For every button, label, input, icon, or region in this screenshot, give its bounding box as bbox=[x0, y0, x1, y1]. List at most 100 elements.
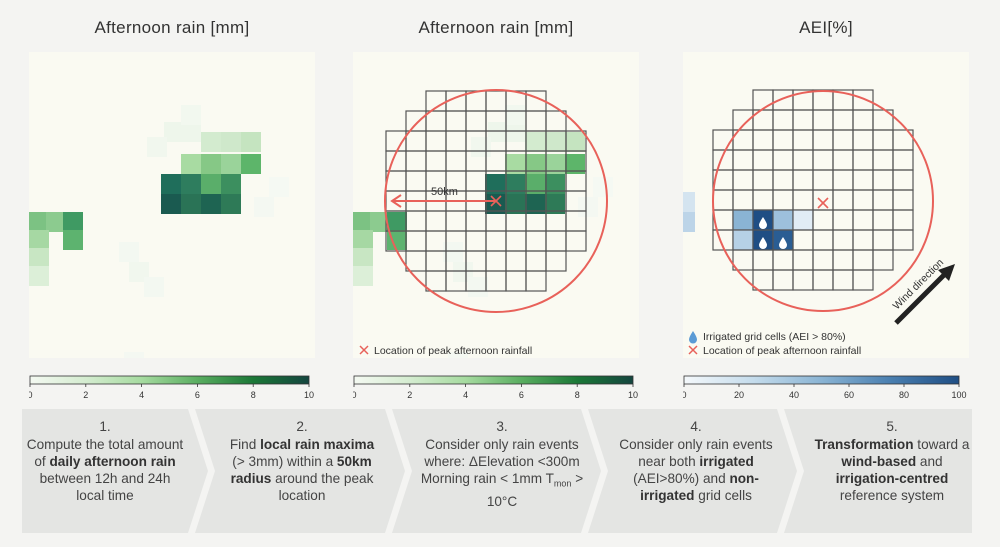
rain-cell bbox=[370, 212, 390, 232]
rain-cell bbox=[63, 212, 83, 232]
rain-cell bbox=[29, 212, 49, 232]
step-1-text: 1. Compute the total amount of daily afte… bbox=[25, 418, 185, 504]
step-text-part: around the peak location bbox=[271, 471, 374, 503]
step-text-part: reference system bbox=[839, 488, 945, 503]
rain-cell bbox=[63, 230, 83, 250]
colorbar-tick-label: 10 bbox=[628, 390, 638, 400]
rain-cell bbox=[578, 197, 598, 217]
peak-legend-marker bbox=[688, 345, 698, 355]
colorbar-tick-label: 0 bbox=[683, 390, 687, 400]
grid-cell bbox=[545, 250, 567, 272]
rain-colorbar-gradient bbox=[29, 375, 310, 385]
step-highlight: daily afternoon rain bbox=[49, 454, 176, 469]
colorbar-tick-label: 8 bbox=[251, 390, 256, 400]
analysis-grid bbox=[385, 90, 587, 292]
rain-cell bbox=[46, 212, 66, 232]
colorbar-tick-label: 4 bbox=[463, 390, 468, 400]
rain-cell bbox=[505, 194, 525, 214]
rain-colorbar: 0 2 4 6 8 10 bbox=[29, 375, 314, 400]
wind-direction-arrow bbox=[894, 264, 955, 325]
rain-cell bbox=[488, 122, 508, 142]
rain-cell bbox=[353, 230, 373, 250]
rain-cell bbox=[387, 212, 407, 232]
process-steps bbox=[22, 409, 972, 533]
rain-cell bbox=[525, 132, 545, 152]
rain-cell bbox=[201, 154, 221, 174]
rain-cell bbox=[468, 277, 488, 297]
rain-cell bbox=[353, 266, 373, 286]
grid-cell bbox=[565, 230, 587, 252]
step-2-text: 2. Find local rain maxima (> 3mm) within … bbox=[222, 418, 382, 504]
rain-cell bbox=[505, 174, 525, 194]
rain-cells bbox=[353, 105, 613, 358]
grid-cell bbox=[772, 209, 794, 231]
step-highlight: irrigated bbox=[699, 454, 754, 469]
rain-cell bbox=[545, 174, 565, 194]
step-text-part: grid cells bbox=[694, 488, 752, 503]
rain-cell bbox=[353, 248, 373, 268]
step-highlight: non-irrigated bbox=[640, 471, 759, 503]
rain-cell bbox=[269, 177, 289, 197]
peak-legend-label: Location of peak afternoon rainfall bbox=[703, 345, 861, 357]
step-3-text: 3. Consider only rain events where: ΔElev… bbox=[418, 418, 586, 510]
colorbar-tick-label: 60 bbox=[844, 390, 854, 400]
step-highlight: Transformation bbox=[814, 437, 914, 452]
rain-map-panel bbox=[29, 52, 315, 358]
rain-cell bbox=[545, 154, 565, 174]
colorbar-tick-label: 100 bbox=[951, 390, 966, 400]
drop-legend-icon bbox=[689, 331, 697, 344]
rain-grid-panel: 50km Location of peak afternoon rainfall bbox=[353, 52, 639, 358]
aei-colorbar: 0 20 40 60 80 100 bbox=[683, 375, 967, 400]
rain-cell bbox=[161, 194, 181, 214]
aei-map-panel: Wind direction Irrigated grid cells (AEI… bbox=[683, 52, 969, 358]
grid-cell bbox=[852, 269, 874, 291]
step-text-part: Consider only rain events where: bbox=[424, 437, 579, 469]
step-text-part: Find bbox=[229, 437, 261, 452]
panel-title-afternoon-rain: Afternoon rain [mm] bbox=[94, 18, 250, 37]
rain-colorbar-gradient bbox=[353, 375, 634, 385]
step-number: 4. bbox=[690, 419, 702, 434]
grid-cell bbox=[792, 209, 814, 231]
grid-cell bbox=[525, 270, 547, 292]
aei-colorbar-gradient bbox=[683, 375, 960, 385]
rain-cell bbox=[201, 194, 221, 214]
rain-cell bbox=[525, 194, 545, 214]
rain-cell bbox=[221, 154, 241, 174]
step-highlight: local rain maxima bbox=[260, 437, 375, 452]
rain-cell bbox=[254, 197, 274, 217]
grid-cell bbox=[732, 229, 754, 251]
rain-cell bbox=[565, 132, 585, 152]
aei-cell bbox=[683, 212, 695, 232]
step-text-part: toward a bbox=[913, 437, 970, 452]
colorbar-tick-label: 80 bbox=[899, 390, 909, 400]
step-subscript: mon bbox=[553, 478, 572, 489]
rain-cell bbox=[525, 154, 545, 174]
rain-cell bbox=[221, 194, 241, 214]
colorbar-tick-label: 40 bbox=[789, 390, 799, 400]
peak-legend-marker bbox=[359, 345, 369, 355]
step-highlight: wind-based bbox=[841, 454, 917, 469]
step-5-text: 5. Transformation toward a wind-based and… bbox=[808, 418, 976, 504]
rain-cell bbox=[181, 174, 201, 194]
grid-cell bbox=[872, 249, 894, 271]
rain-cell bbox=[181, 122, 201, 142]
water-drop-icon bbox=[759, 217, 767, 229]
rain-cell bbox=[565, 154, 585, 174]
irrigated-drop-icons bbox=[759, 217, 787, 249]
irrigated-legend-label: Irrigated grid cells (AEI > 80%) bbox=[703, 331, 846, 343]
rain-cell bbox=[525, 174, 545, 194]
rain-cell bbox=[144, 277, 164, 297]
step-chevron-4 bbox=[588, 409, 797, 533]
rain-cell bbox=[221, 132, 241, 152]
rain-cell bbox=[485, 174, 505, 194]
peak-marker bbox=[817, 197, 829, 209]
colorbar-tick-label: 8 bbox=[575, 390, 580, 400]
step-chevron-5 bbox=[784, 409, 972, 533]
colorbar-tick-label: 20 bbox=[734, 390, 744, 400]
colorbar-tick-label: 10 bbox=[304, 390, 314, 400]
rain-cell bbox=[201, 174, 221, 194]
panel-title-afternoon-rain-grid: Afternoon rain [mm] bbox=[418, 18, 574, 37]
aei-cell bbox=[683, 192, 695, 212]
panel-title-aei: AEI[%] bbox=[799, 18, 853, 37]
rain-cell bbox=[387, 230, 407, 250]
